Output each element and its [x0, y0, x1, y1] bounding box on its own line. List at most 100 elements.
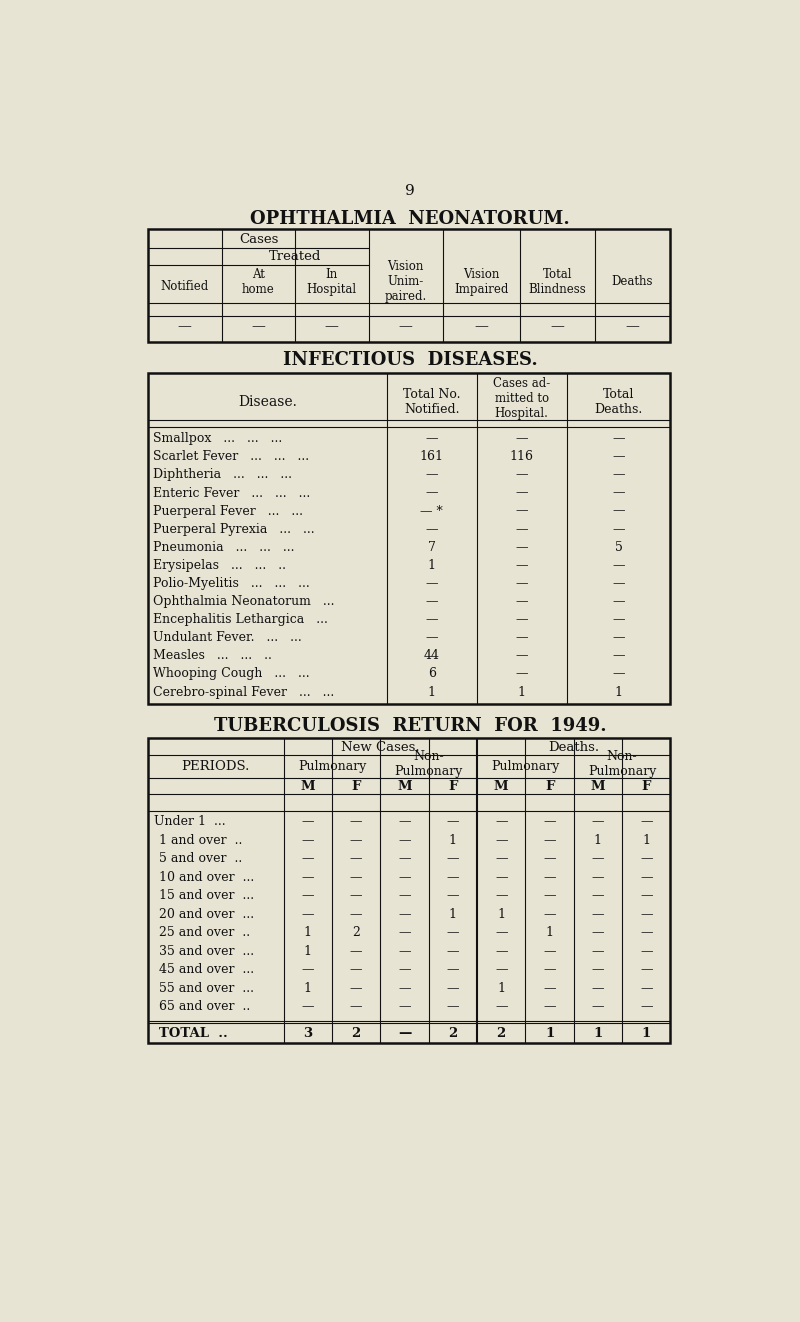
- Text: 2: 2: [351, 1027, 361, 1039]
- Text: Enteric Fever   ...   ...   ...: Enteric Fever ... ... ...: [153, 486, 310, 500]
- Bar: [148, 373, 670, 705]
- Text: —: —: [640, 908, 653, 921]
- Text: —: —: [612, 522, 625, 535]
- Text: In
Hospital: In Hospital: [306, 268, 357, 296]
- Text: Deaths: Deaths: [612, 275, 653, 288]
- Text: —: —: [640, 853, 653, 866]
- Text: —: —: [612, 432, 625, 446]
- Text: INFECTIOUS  DISEASES.: INFECTIOUS DISEASES.: [282, 352, 538, 369]
- Text: —: —: [612, 632, 625, 644]
- Text: —: —: [446, 982, 459, 995]
- Text: —: —: [543, 890, 556, 903]
- Text: Undulant Fever.   ...   ...: Undulant Fever. ... ...: [153, 632, 302, 644]
- Text: 1 and over  ..: 1 and over ..: [159, 834, 242, 847]
- Text: Ophthalmia Neonatorum   ...: Ophthalmia Neonatorum ...: [153, 595, 334, 608]
- Text: —: —: [495, 945, 507, 958]
- Text: 1: 1: [449, 908, 457, 921]
- Text: F: F: [642, 780, 651, 793]
- Text: TUBERCULOSIS  RETURN  FOR  1949.: TUBERCULOSIS RETURN FOR 1949.: [214, 717, 606, 735]
- Text: 1: 1: [304, 927, 312, 940]
- Text: —: —: [515, 432, 528, 446]
- Text: —: —: [550, 320, 564, 333]
- Text: 1: 1: [428, 686, 436, 698]
- Bar: [148, 230, 670, 342]
- Text: 1: 1: [428, 559, 436, 572]
- Text: —: —: [543, 1001, 556, 1013]
- Text: M: M: [590, 780, 606, 793]
- Text: 161: 161: [420, 451, 444, 463]
- Text: Erysipelas   ...   ...   ..: Erysipelas ... ... ..: [153, 559, 286, 572]
- Text: —: —: [543, 982, 556, 995]
- Text: —: —: [626, 320, 639, 333]
- Text: Treated: Treated: [269, 250, 322, 263]
- Text: 1: 1: [304, 982, 312, 995]
- Text: —: —: [592, 927, 604, 940]
- Text: At
home: At home: [242, 268, 274, 296]
- Text: —: —: [302, 871, 314, 884]
- Text: 2: 2: [448, 1027, 458, 1039]
- Text: TOTAL  ..: TOTAL ..: [159, 1027, 228, 1039]
- Text: F: F: [351, 780, 361, 793]
- Text: —: —: [543, 871, 556, 884]
- Text: —: —: [640, 964, 653, 977]
- Text: Cases: Cases: [239, 233, 278, 246]
- Text: —: —: [398, 890, 410, 903]
- Text: F: F: [448, 780, 458, 793]
- Text: —: —: [350, 1001, 362, 1013]
- Text: —: —: [398, 1001, 410, 1013]
- Text: —: —: [612, 613, 625, 627]
- Text: 1: 1: [642, 834, 650, 847]
- Text: —: —: [302, 853, 314, 866]
- Text: —: —: [592, 908, 604, 921]
- Text: —: —: [446, 964, 459, 977]
- Text: 6: 6: [428, 668, 436, 681]
- Text: —: —: [515, 649, 528, 662]
- Text: 5 and over  ..: 5 and over ..: [159, 853, 242, 866]
- Text: —: —: [515, 668, 528, 681]
- Text: —: —: [592, 982, 604, 995]
- Text: —: —: [251, 320, 265, 333]
- Text: —: —: [495, 853, 507, 866]
- Text: 45 and over  ...: 45 and over ...: [159, 964, 254, 977]
- Text: —: —: [446, 945, 459, 958]
- Text: Total No.
Notified.: Total No. Notified.: [403, 387, 461, 416]
- Text: —: —: [543, 908, 556, 921]
- Text: PERIODS.: PERIODS.: [182, 760, 250, 773]
- Text: —: —: [350, 982, 362, 995]
- Text: Vision
Impaired: Vision Impaired: [454, 268, 509, 296]
- Text: —: —: [398, 945, 410, 958]
- Text: —: —: [350, 964, 362, 977]
- Text: —: —: [612, 505, 625, 518]
- Text: —: —: [350, 871, 362, 884]
- Text: Under 1  ...: Under 1 ...: [154, 816, 226, 829]
- Text: Pulmonary: Pulmonary: [298, 760, 366, 773]
- Text: —: —: [426, 522, 438, 535]
- Text: 2: 2: [352, 927, 360, 940]
- Text: —: —: [446, 853, 459, 866]
- Text: —: —: [302, 908, 314, 921]
- Text: —: —: [426, 595, 438, 608]
- Text: —: —: [178, 320, 191, 333]
- Text: —: —: [426, 613, 438, 627]
- Text: —: —: [446, 1001, 459, 1013]
- Text: —: —: [302, 890, 314, 903]
- Text: 1: 1: [498, 908, 506, 921]
- Text: —: —: [426, 486, 438, 500]
- Text: —: —: [398, 320, 412, 333]
- Bar: [148, 738, 670, 1043]
- Text: —: —: [495, 816, 507, 829]
- Text: —: —: [592, 945, 604, 958]
- Text: —: —: [612, 451, 625, 463]
- Text: —: —: [543, 853, 556, 866]
- Text: 10 and over  ...: 10 and over ...: [159, 871, 254, 884]
- Text: Encephalitis Lethargica   ...: Encephalitis Lethargica ...: [153, 613, 327, 627]
- Text: 65 and over  ..: 65 and over ..: [159, 1001, 250, 1013]
- Text: —: —: [515, 522, 528, 535]
- Text: 2: 2: [497, 1027, 506, 1039]
- Text: —: —: [350, 853, 362, 866]
- Text: 1: 1: [304, 945, 312, 958]
- Text: —: —: [426, 432, 438, 446]
- Text: —: —: [515, 632, 528, 644]
- Text: —: —: [543, 834, 556, 847]
- Text: 9: 9: [405, 184, 415, 198]
